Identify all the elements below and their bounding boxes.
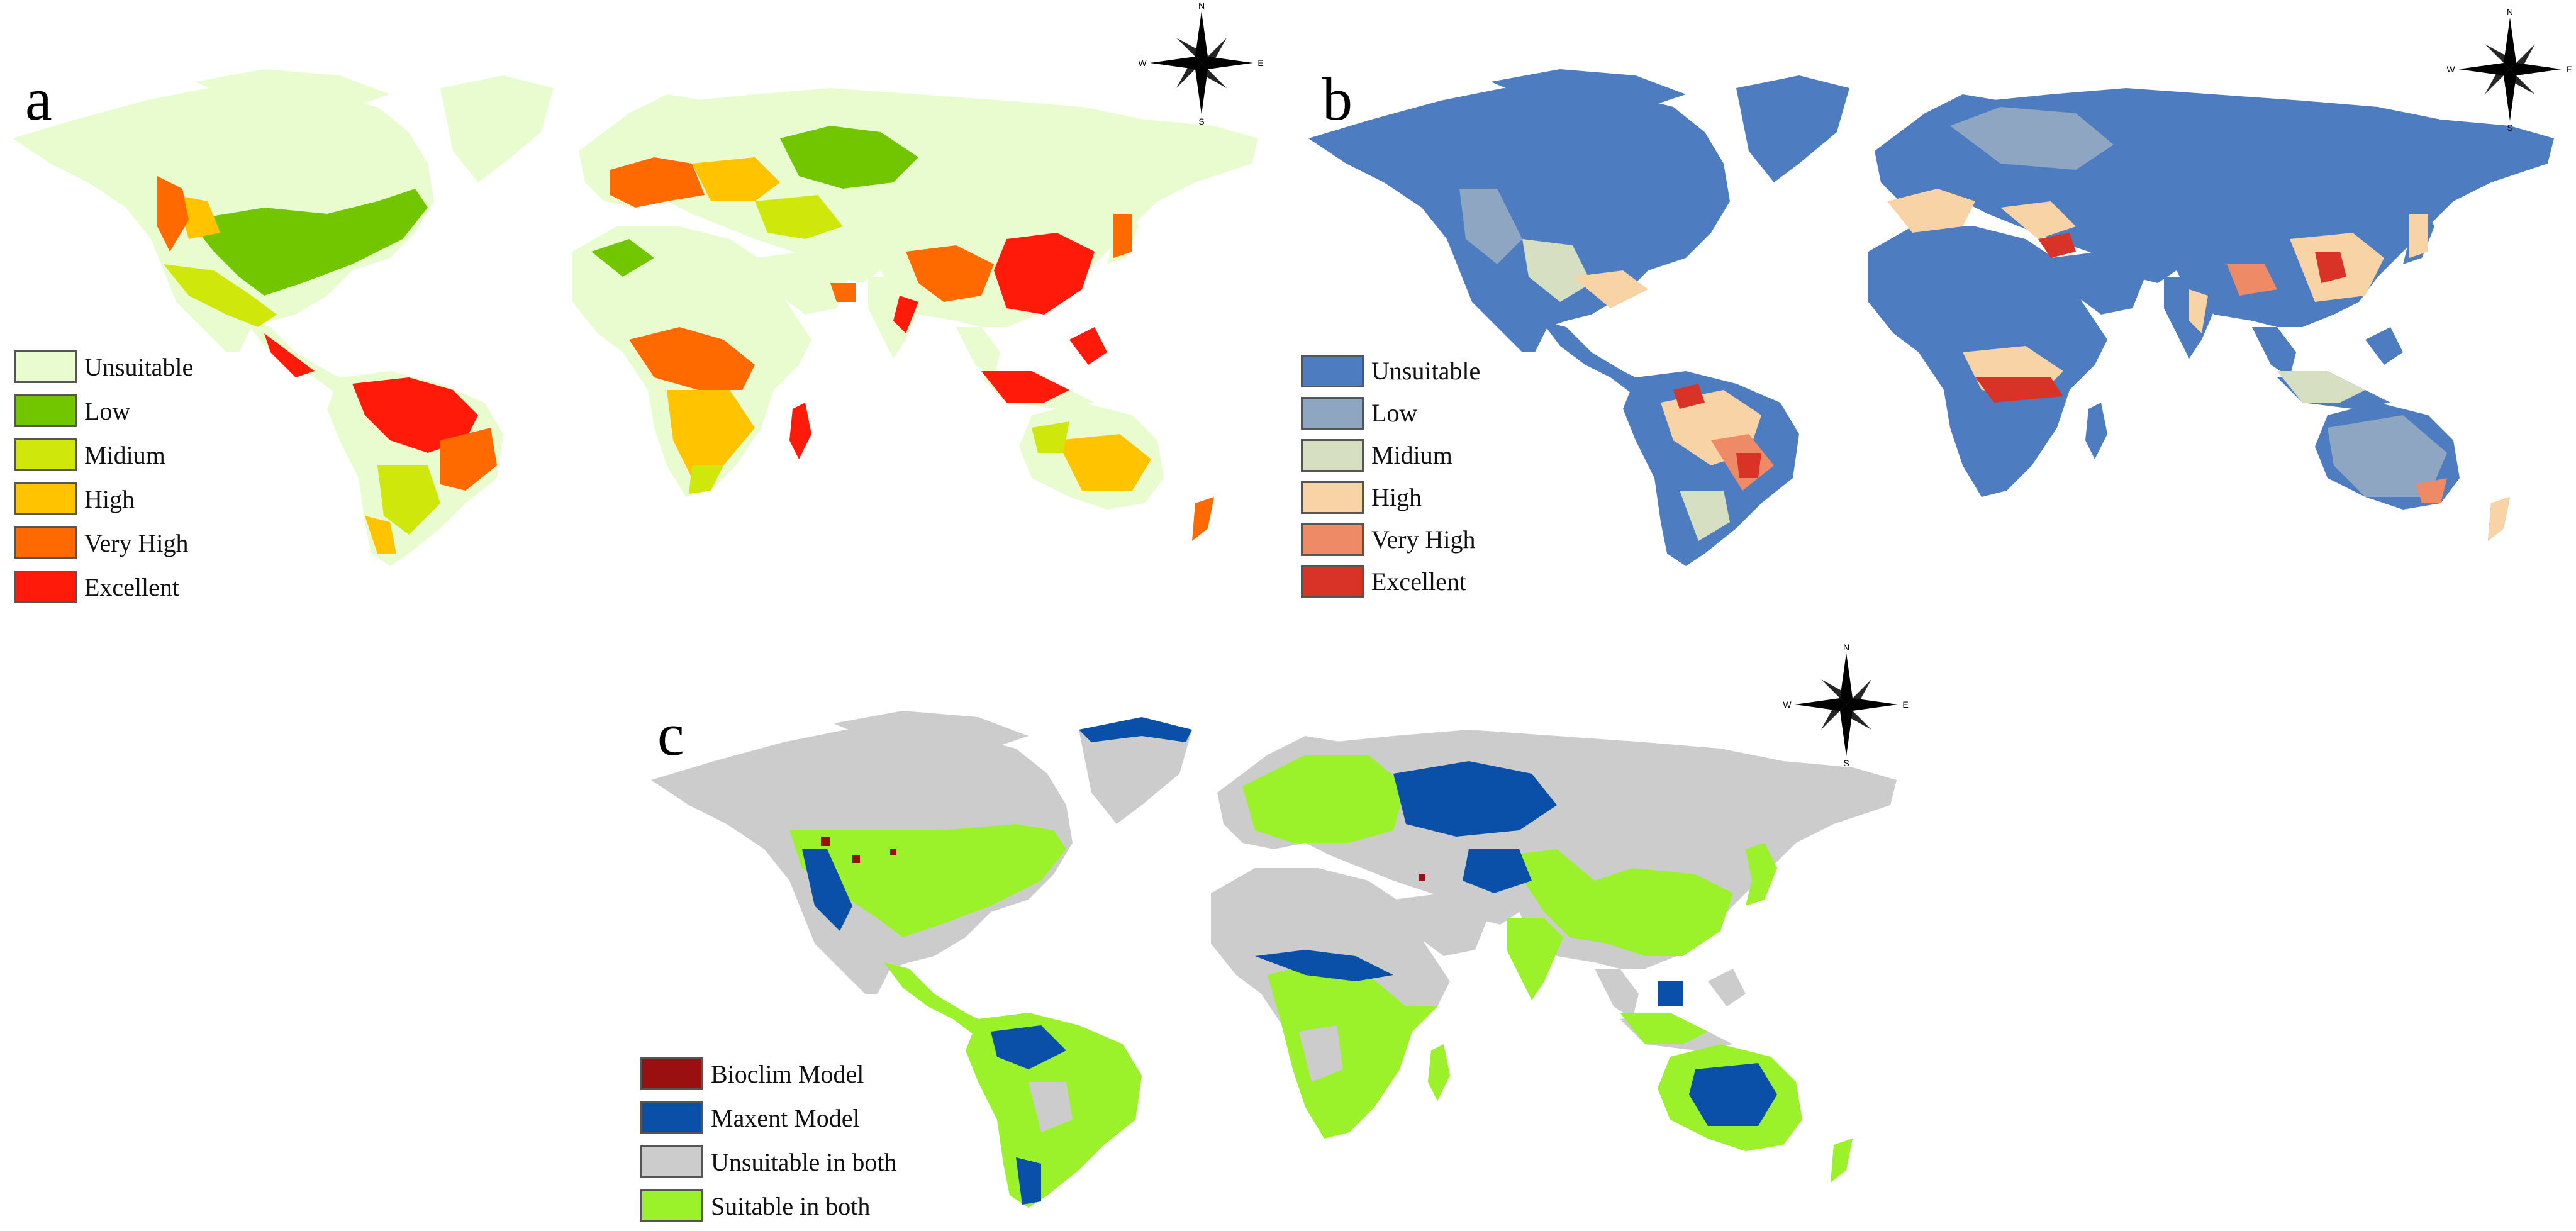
agreement-zones-c — [789, 717, 1853, 1208]
legend-a: Unsuitable Low Midium High Very High Exc… — [14, 345, 193, 609]
legend-label: Low — [1371, 399, 1418, 427]
panel-label-b: b — [1322, 65, 1352, 133]
legend-item: Unsuitable — [1301, 350, 1480, 392]
legend-label: Bioclim Model — [711, 1059, 864, 1088]
legend-label: Low — [84, 396, 131, 425]
compass-s: S — [1843, 758, 1849, 767]
legend-label: Excellent — [84, 572, 180, 601]
legend-item: Very High — [1301, 518, 1480, 560]
compass-n: N — [1843, 642, 1849, 652]
legend-swatch — [14, 526, 77, 559]
world-map-a — [13, 69, 1258, 566]
legend-swatch — [14, 438, 77, 471]
legend-swatch — [1301, 523, 1364, 556]
compass-s: S — [2507, 123, 2512, 132]
compass-rose-icon: N S W E — [2447, 7, 2572, 132]
world-map-b — [1308, 69, 2554, 566]
compass-e: E — [1257, 58, 1263, 68]
legend-item: Low — [14, 389, 193, 433]
legend-item: High — [14, 477, 193, 521]
compass-rose-icon: N S W E — [1139, 1, 1264, 126]
legend-label: Suitable in both — [711, 1191, 871, 1220]
land-unsuitable-a — [13, 69, 1258, 566]
map-panel-b: b N S W E Unsuitable Low Midium High Ver… — [1296, 0, 2573, 616]
compass-w: W — [1139, 58, 1147, 68]
legend-swatch — [14, 482, 77, 515]
legend-item: Very High — [14, 521, 193, 565]
legend-swatch — [640, 1101, 703, 1134]
compass-e: E — [2566, 64, 2572, 74]
legend-label: High — [1371, 483, 1422, 511]
compass-n: N — [1198, 1, 1205, 11]
compass-w: W — [1783, 699, 1792, 710]
legend-swatch — [640, 1189, 703, 1222]
legend-item: Bioclim Model — [640, 1052, 897, 1096]
legend-label: Midium — [1371, 441, 1452, 469]
legend-item: High — [1301, 476, 1480, 518]
legend-label: Midium — [84, 440, 165, 469]
compass-n: N — [2507, 7, 2513, 17]
legend-item: Midium — [1301, 434, 1480, 476]
compass-rose-icon: N S W E — [1783, 642, 1909, 767]
panel-label-a: a — [25, 65, 52, 133]
legend-swatch — [14, 350, 77, 383]
legend-item: Low — [1301, 392, 1480, 434]
legend-swatch — [1301, 565, 1364, 598]
world-map-c — [651, 711, 1897, 1208]
legend-swatch — [640, 1057, 703, 1090]
legend-label: Unsuitable — [1371, 357, 1481, 385]
legend-item: Suitable in both — [640, 1184, 897, 1228]
legend-swatch — [640, 1145, 703, 1178]
legend-item: Maxent Model — [640, 1096, 897, 1140]
legend-item: Excellent — [1301, 560, 1480, 603]
legend-item: Unsuitable — [14, 345, 193, 389]
compass-w: W — [2447, 64, 2455, 74]
legend-swatch — [1301, 438, 1364, 472]
legend-label: Very High — [1371, 525, 1476, 554]
legend-swatch — [1301, 396, 1364, 430]
map-panel-c: c N S W E Bioclim Model Maxent Model Uns… — [638, 642, 1915, 1231]
legend-label: Unsuitable in both — [711, 1147, 897, 1176]
legend-label: Very High — [84, 528, 189, 557]
panel-label-c: c — [657, 701, 684, 768]
legend-swatch — [14, 394, 77, 427]
compass-s: S — [1198, 116, 1204, 126]
suitability-zones-b — [1459, 107, 2510, 541]
legend-label: Unsuitable — [84, 352, 194, 381]
legend-swatch — [1301, 481, 1364, 514]
legend-c: Bioclim Model Maxent Model Unsuitable in… — [640, 1052, 897, 1228]
legend-item: Midium — [14, 433, 193, 477]
suitability-zones-a — [157, 126, 1214, 554]
legend-label: Maxent Model — [711, 1103, 860, 1132]
legend-swatch — [1301, 354, 1364, 387]
legend-label: Excellent — [1371, 567, 1467, 596]
legend-b: Unsuitable Low Midium High Very High Exc… — [1301, 350, 1480, 603]
legend-label: High — [84, 484, 135, 513]
legend-swatch — [14, 571, 77, 603]
legend-item: Excellent — [14, 565, 193, 609]
map-panel-a: a N S W E Unsuitable Low Midium High Ver… — [0, 0, 1277, 616]
legend-item: Unsuitable in both — [640, 1140, 897, 1184]
compass-e: E — [1902, 699, 1908, 710]
